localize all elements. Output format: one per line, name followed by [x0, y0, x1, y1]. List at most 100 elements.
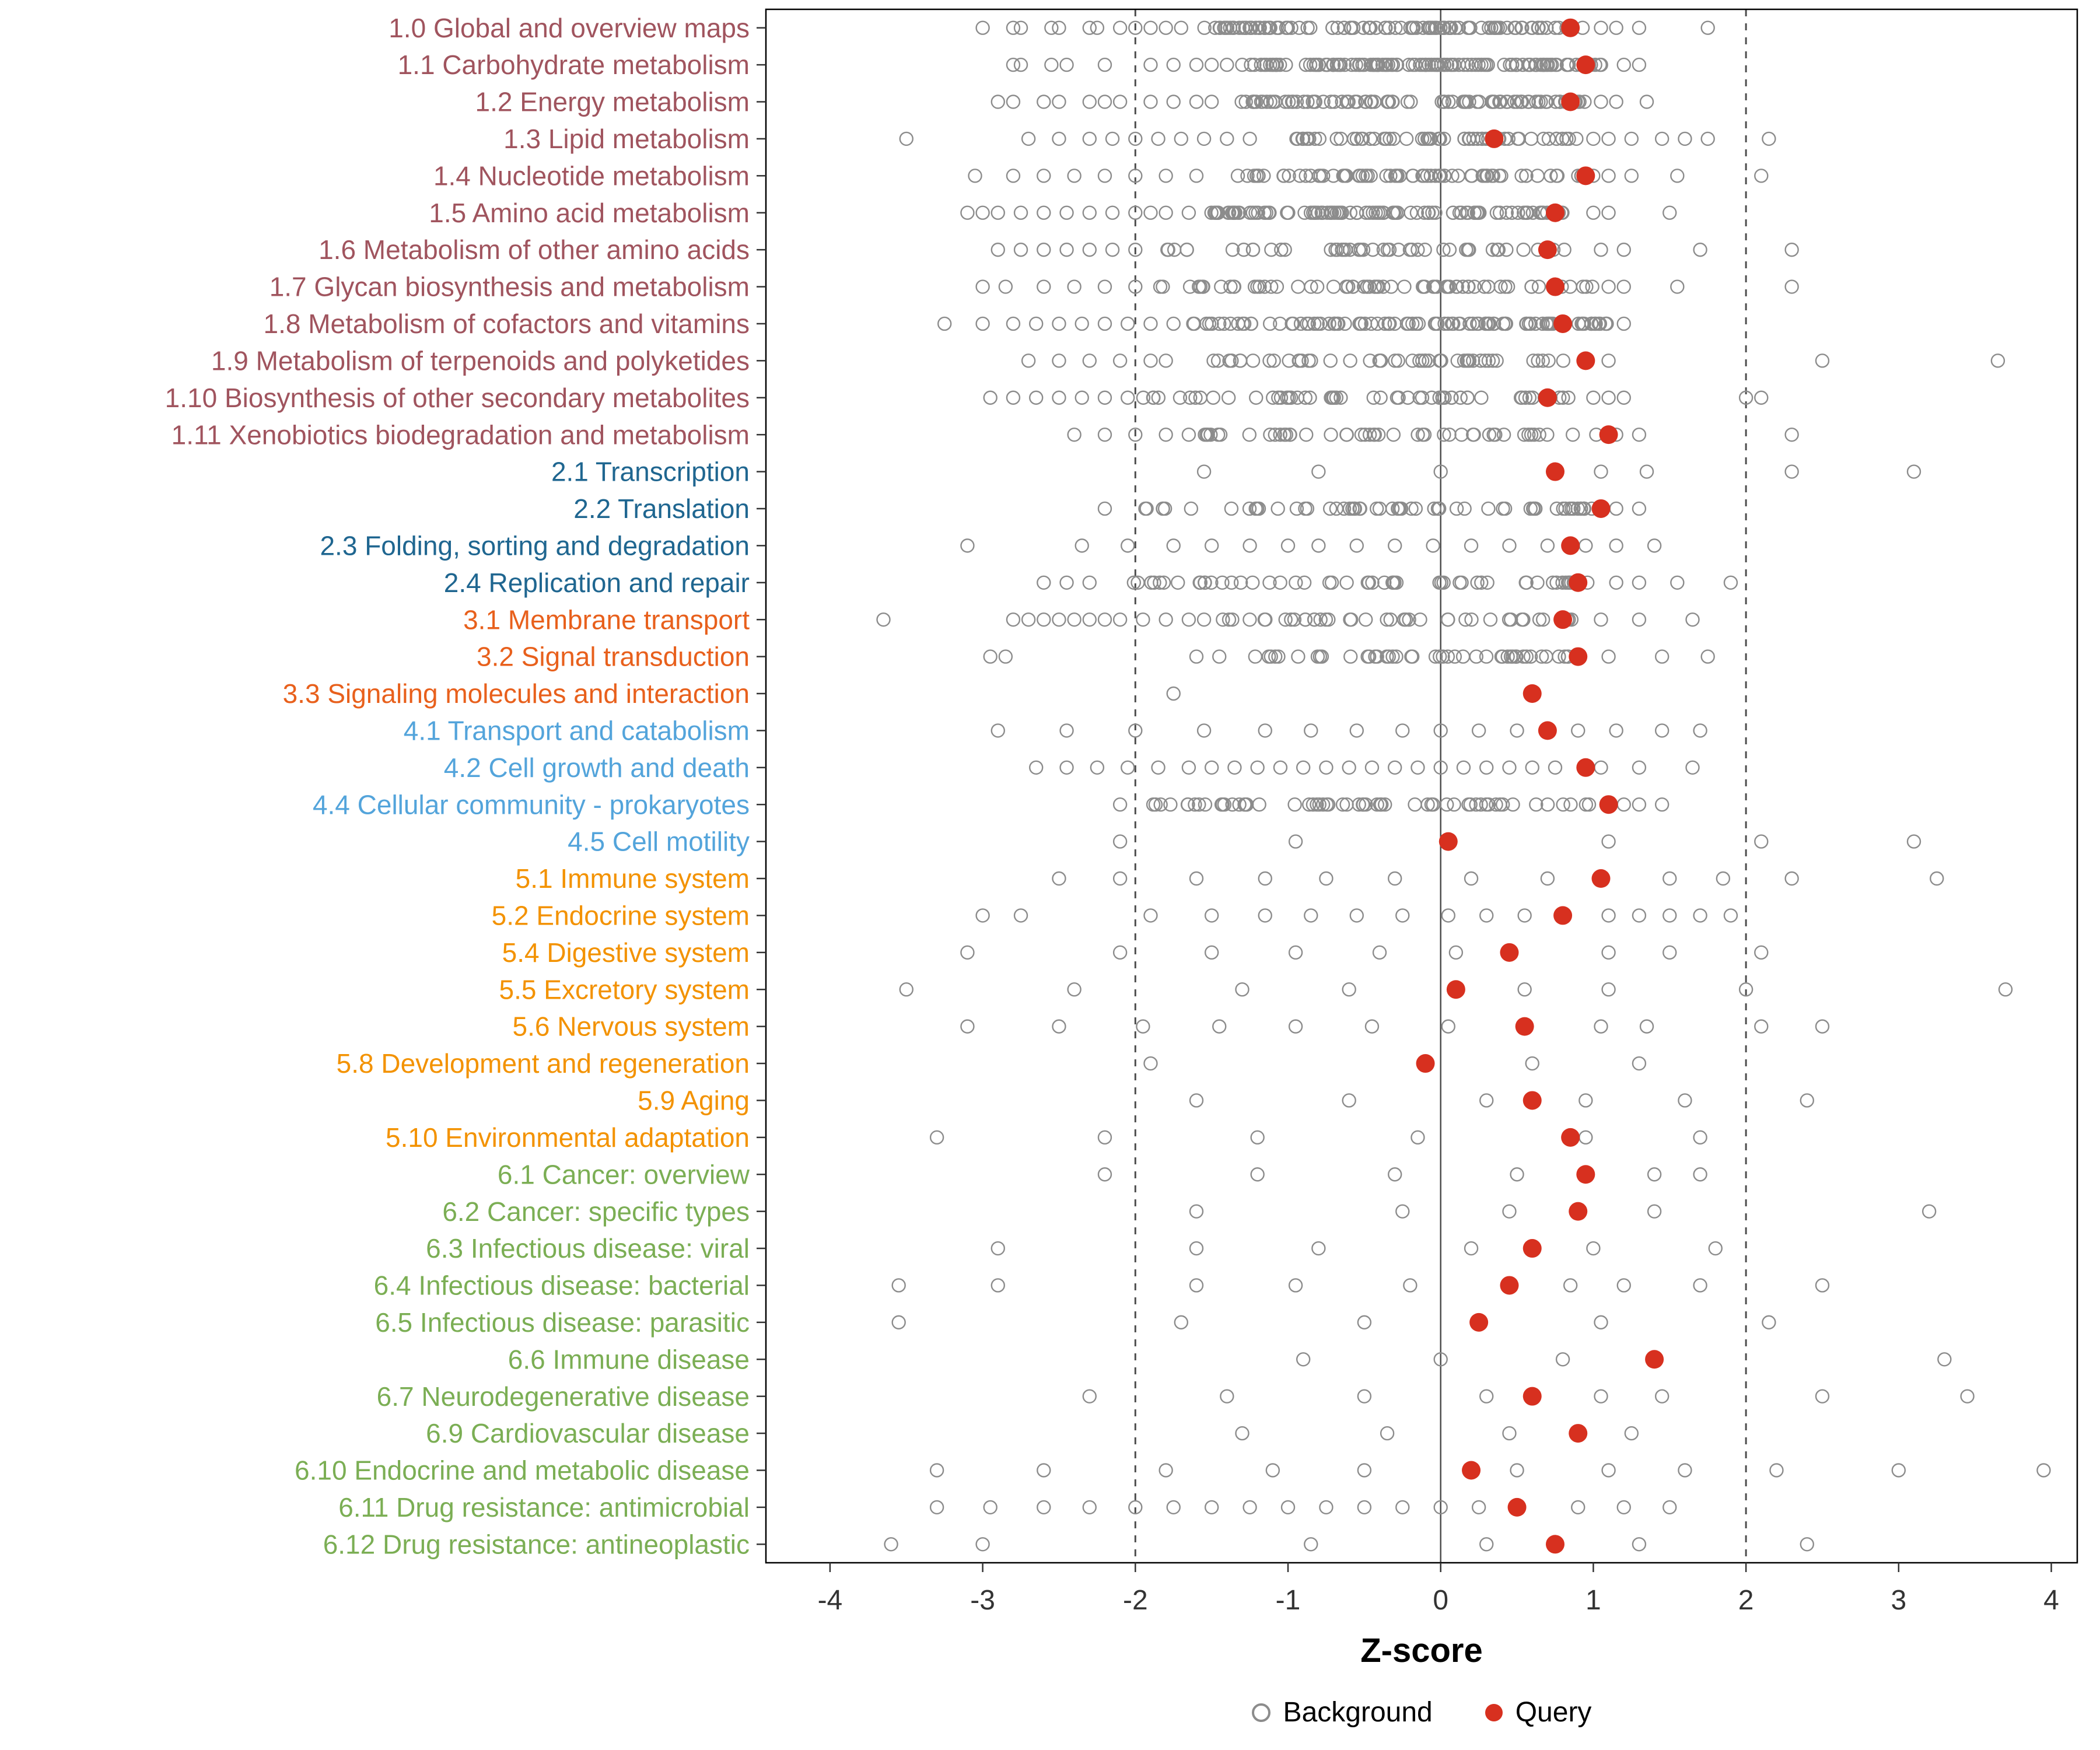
- background-point: [1519, 575, 1534, 590]
- background-point: [1189, 1241, 1204, 1256]
- background-point: [1325, 20, 1340, 35]
- query-point: [1500, 943, 1519, 962]
- background-point: [1529, 797, 1544, 812]
- background-point: [1418, 131, 1432, 146]
- background-point: [1166, 686, 1181, 701]
- background-point: [1258, 871, 1272, 886]
- background-point: [1402, 57, 1416, 72]
- background-point: [1485, 242, 1500, 257]
- background-point: [1525, 1056, 1539, 1071]
- background-point: [1105, 131, 1120, 146]
- background-point: [998, 649, 1013, 664]
- background-point: [1302, 797, 1317, 812]
- background-point: [1373, 390, 1388, 405]
- background-point: [1425, 20, 1440, 35]
- y-axis-label: 6.4 Infectious disease: bacterial: [374, 1270, 750, 1301]
- y-axis-label: 1.11 Xenobiotics biodegradation and meta…: [172, 419, 750, 450]
- background-point: [1594, 760, 1608, 775]
- background-point: [1112, 871, 1128, 886]
- background-point: [1632, 797, 1647, 812]
- background-point: [1388, 354, 1402, 368]
- background-point: [1391, 390, 1406, 405]
- background-point: [1388, 871, 1402, 886]
- background-point: [1250, 1130, 1265, 1145]
- background-point: [1662, 1500, 1677, 1515]
- background-point: [1632, 760, 1647, 775]
- background-point: [1174, 1315, 1189, 1330]
- background-point: [1662, 205, 1677, 220]
- background-point: [1479, 1389, 1494, 1404]
- y-axis-label: 4.5 Cell motility: [568, 827, 750, 857]
- background-point: [1378, 57, 1392, 72]
- background-point: [1481, 316, 1496, 331]
- background-point: [1447, 649, 1462, 664]
- background-point: [1479, 1537, 1494, 1552]
- query-point: [1599, 795, 1618, 814]
- background-point: [1442, 427, 1457, 442]
- background-point: [1423, 169, 1438, 183]
- background-point: [1523, 649, 1538, 664]
- background-point: [1531, 279, 1546, 294]
- background-point: [1432, 501, 1447, 516]
- background-point: [1248, 649, 1263, 664]
- background-point: [1479, 169, 1494, 183]
- background-point: [1425, 205, 1440, 220]
- background-point: [1616, 797, 1631, 812]
- background-point: [1380, 649, 1394, 664]
- background-point: [1322, 575, 1337, 590]
- background-point: [1427, 316, 1443, 331]
- background-point: [1445, 169, 1460, 183]
- background-point: [1578, 1093, 1593, 1108]
- y-axis-label: 3.2 Signal transduction: [477, 642, 750, 672]
- background-point: [1346, 131, 1362, 146]
- background-point: [1336, 20, 1352, 35]
- query-point: [1500, 1276, 1519, 1295]
- query-point: [1561, 536, 1580, 555]
- background-point: [1158, 169, 1173, 183]
- background-point: [1815, 1019, 1830, 1034]
- background-point: [1021, 612, 1036, 627]
- background-point: [1281, 205, 1296, 220]
- background-point: [1422, 57, 1436, 72]
- y-axis-label: 1.1 Carbohydrate metabolism: [398, 50, 750, 80]
- background-point: [1289, 501, 1304, 516]
- background-point: [1500, 649, 1515, 664]
- background-point: [1282, 390, 1296, 405]
- background-point: [1306, 205, 1321, 220]
- background-point: [1238, 94, 1253, 109]
- background-point: [1399, 131, 1414, 146]
- background-point: [1359, 94, 1373, 109]
- background-point: [1609, 723, 1623, 738]
- background-point: [1300, 94, 1315, 109]
- background-point: [1428, 649, 1443, 664]
- background-point: [1198, 427, 1212, 442]
- background-point: [1037, 279, 1051, 294]
- background-point: [1206, 354, 1221, 368]
- background-point: [1448, 945, 1464, 960]
- background-point: [1461, 242, 1475, 257]
- y-axis-label: 6.12 Drug resistance: antineoplastic: [323, 1529, 750, 1559]
- background-point: [1499, 205, 1514, 220]
- background-point: [1415, 390, 1430, 405]
- background-point: [1214, 797, 1229, 812]
- query-point: [1576, 166, 1595, 186]
- background-point: [1464, 871, 1479, 886]
- background-point: [1486, 316, 1502, 331]
- background-point: [1126, 575, 1142, 590]
- background-point: [1601, 945, 1616, 960]
- background-point: [1356, 797, 1371, 812]
- background-point: [1158, 427, 1173, 442]
- background-point: [1632, 1537, 1647, 1552]
- background-point: [1670, 169, 1685, 183]
- background-point: [1365, 575, 1380, 590]
- background-point: [1300, 501, 1315, 516]
- background-point: [1563, 1278, 1578, 1293]
- y-axis-label: 5.5 Excretory system: [499, 974, 750, 1005]
- plot-panel: [765, 8, 2078, 1564]
- background-point: [1153, 797, 1168, 812]
- background-point: [1189, 1278, 1204, 1293]
- background-point: [1221, 205, 1236, 220]
- background-point: [891, 1278, 906, 1293]
- background-point: [1561, 390, 1576, 405]
- background-point: [1166, 94, 1181, 109]
